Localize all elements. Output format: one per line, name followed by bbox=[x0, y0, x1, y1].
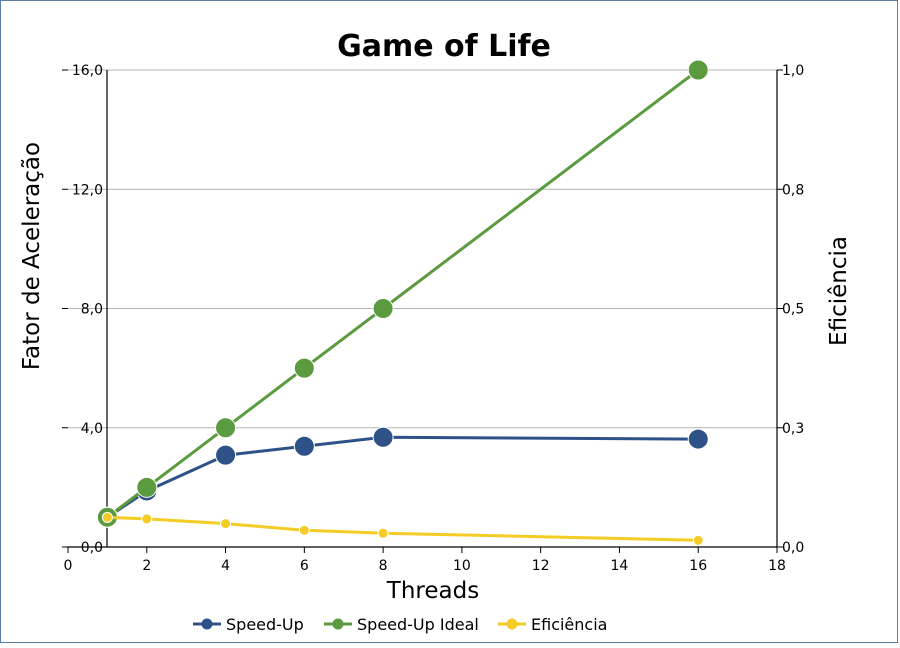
data-point bbox=[692, 534, 704, 546]
x-axis-ticks: 0 2 4 6 8 10 12 14 16 18 bbox=[64, 547, 786, 574]
x-tick-label: 0 bbox=[64, 558, 73, 574]
x-axis-title: Threads bbox=[386, 578, 479, 604]
data-point bbox=[215, 417, 237, 439]
legend-swatch-marker bbox=[332, 618, 344, 630]
legend: Speed-Up Speed-Up Ideal Eficiência bbox=[193, 615, 607, 634]
x-tick-label: 16 bbox=[689, 558, 707, 574]
y-axis-title: Fator de Aceleração bbox=[19, 142, 45, 370]
x-tick-label: 12 bbox=[532, 558, 550, 574]
x-tick-label: 8 bbox=[379, 558, 388, 574]
series-line bbox=[107, 515, 699, 542]
legend-swatch-marker bbox=[506, 618, 518, 630]
y-tick-label: 0,0 bbox=[81, 540, 103, 556]
y2-tick-label: 0,5 bbox=[782, 302, 804, 318]
y2-tick-label: 1,0 bbox=[782, 63, 804, 79]
chart-title: Game of Life bbox=[337, 29, 551, 64]
y-tick-label: 12,0 bbox=[72, 182, 103, 198]
data-point bbox=[101, 511, 113, 523]
y2-tick-label: 0,3 bbox=[782, 421, 804, 437]
x-tick-label: 6 bbox=[300, 558, 309, 574]
right-axis-ticks: 0,0 0,3 0,5 0,8 1,0 bbox=[777, 63, 804, 556]
data-point bbox=[372, 298, 394, 319]
x-tick-label: 2 bbox=[142, 558, 151, 574]
y-tick-label: 16,0 bbox=[72, 63, 103, 79]
data-point bbox=[136, 476, 158, 498]
data-point bbox=[372, 426, 394, 448]
data-point bbox=[141, 513, 153, 525]
x-tick-label: 18 bbox=[768, 558, 786, 574]
legend-swatch-marker bbox=[201, 618, 213, 630]
left-axis-ticks: 0,0 4,0 8,0 12,0 16,0 bbox=[62, 63, 103, 556]
data-point bbox=[293, 435, 315, 457]
y-tick-label: 8,0 bbox=[81, 302, 103, 318]
data-point bbox=[215, 444, 237, 466]
series-layer bbox=[96, 59, 709, 546]
data-point bbox=[377, 527, 389, 539]
y2-tick-label: 0,8 bbox=[782, 182, 804, 198]
legend-label: Speed-Up Ideal bbox=[357, 615, 479, 634]
x-tick-label: 10 bbox=[453, 558, 471, 574]
data-point bbox=[298, 524, 310, 536]
data-point bbox=[220, 518, 232, 530]
x-tick-label: 4 bbox=[221, 558, 230, 574]
x-tick-label: 14 bbox=[611, 558, 629, 574]
y2-tick-label: 0,0 bbox=[782, 540, 804, 556]
data-point bbox=[687, 428, 709, 450]
series-line bbox=[106, 68, 700, 519]
y-tick-label: 4,0 bbox=[81, 421, 103, 437]
grid-lines bbox=[68, 69, 777, 429]
legend-label: Speed-Up bbox=[226, 615, 304, 634]
y2-axis-title: Eficiência bbox=[826, 236, 852, 346]
data-point bbox=[687, 59, 709, 81]
legend-label: Eficiência bbox=[531, 615, 607, 634]
data-point bbox=[293, 357, 315, 379]
